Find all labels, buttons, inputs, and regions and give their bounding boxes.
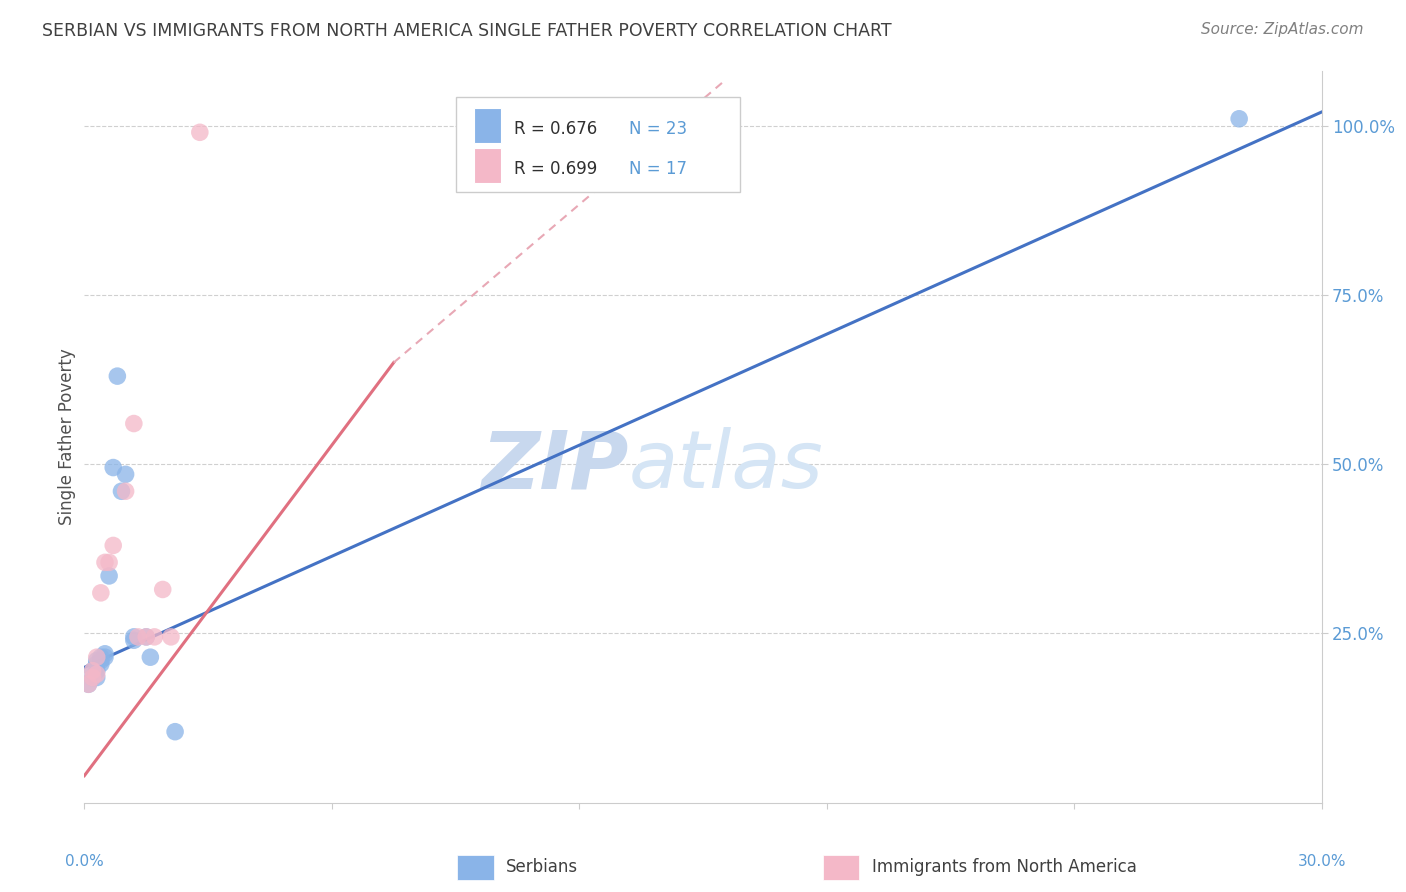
Point	[86, 664, 108, 678]
FancyBboxPatch shape	[456, 97, 740, 192]
Point	[165, 724, 187, 739]
Point	[143, 630, 166, 644]
Point	[86, 650, 108, 665]
Text: SERBIAN VS IMMIGRANTS FROM NORTH AMERICA SINGLE FATHER POVERTY CORRELATION CHART: SERBIAN VS IMMIGRANTS FROM NORTH AMERICA…	[42, 22, 891, 40]
Text: 30.0%: 30.0%	[1298, 854, 1346, 869]
Point	[94, 650, 117, 665]
Point	[90, 654, 112, 668]
Point	[77, 677, 100, 691]
Text: 0.0%: 0.0%	[65, 854, 104, 869]
Point	[90, 650, 112, 665]
Text: R = 0.699: R = 0.699	[513, 160, 598, 178]
Text: R = 0.676: R = 0.676	[513, 120, 598, 137]
Text: Serbians: Serbians	[506, 858, 578, 876]
Point	[90, 657, 112, 671]
Point	[82, 671, 104, 685]
Point	[86, 671, 108, 685]
Point	[122, 417, 145, 431]
Text: Source: ZipAtlas.com: Source: ZipAtlas.com	[1201, 22, 1364, 37]
Text: atlas: atlas	[628, 427, 824, 506]
Text: Immigrants from North America: Immigrants from North America	[872, 858, 1136, 876]
Point	[98, 555, 121, 569]
Point	[114, 484, 136, 499]
Point	[135, 630, 157, 644]
Point	[110, 484, 132, 499]
Point	[90, 586, 112, 600]
Text: N = 23: N = 23	[628, 120, 688, 137]
Point	[105, 369, 128, 384]
Bar	[474, 148, 502, 183]
Point	[139, 650, 162, 665]
Point	[160, 630, 183, 644]
Point	[103, 538, 125, 552]
Point	[94, 555, 117, 569]
Point	[82, 664, 104, 678]
Point	[86, 667, 108, 681]
Point	[127, 630, 149, 644]
Point	[188, 125, 211, 139]
Point	[1227, 112, 1250, 126]
Point	[114, 467, 136, 482]
Point	[82, 664, 104, 678]
Point	[152, 582, 174, 597]
Y-axis label: Single Father Poverty: Single Father Poverty	[58, 349, 76, 525]
Text: N = 17: N = 17	[628, 160, 686, 178]
Point	[135, 630, 157, 644]
Point	[122, 630, 145, 644]
Point	[103, 460, 125, 475]
Point	[86, 657, 108, 671]
Text: ZIP: ZIP	[481, 427, 628, 506]
Point	[77, 677, 100, 691]
Point	[98, 569, 121, 583]
Point	[122, 633, 145, 648]
Point	[82, 671, 104, 685]
Bar	[474, 108, 502, 143]
Point	[94, 647, 117, 661]
Point	[86, 654, 108, 668]
